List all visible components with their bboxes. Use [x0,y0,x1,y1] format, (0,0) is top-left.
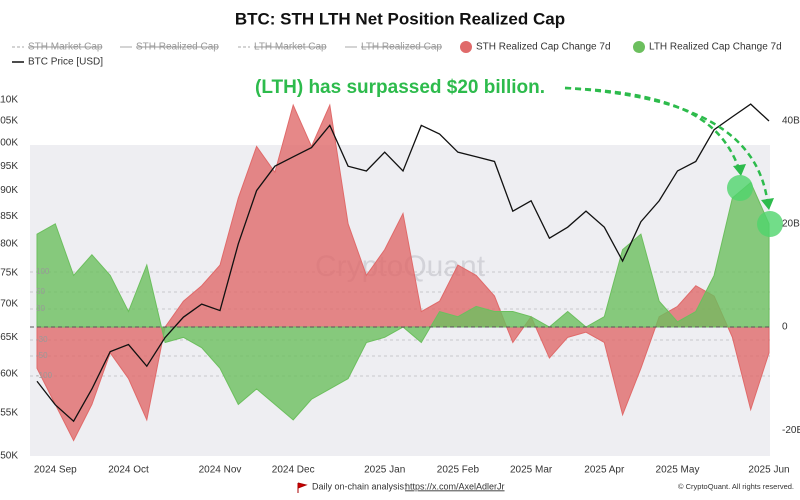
legend-icon [460,41,472,53]
legend-label: LTH Market Cap [254,42,327,53]
y-tick-label: 85K [0,211,18,222]
legend-label: LTH Realized Cap Change 7d [649,42,782,53]
y-tick-label: 55K [0,408,18,419]
legend-icon [633,41,645,53]
x-tick-label: 2025 Mar [510,465,553,476]
inner-label: 50 [36,287,45,296]
x-tick-label: 2025 Jun [748,465,789,476]
y-tick-label: 60K [0,368,18,379]
annotation: (LTH) has surpassed $20 billion. [255,77,545,98]
y-tick-label: 100K [0,138,18,149]
arrow [564,86,770,207]
y-tick-label: 50K [0,451,18,462]
copyright: © CryptoQuant. All rights reserved. [678,482,794,491]
highlight [757,211,783,237]
y2-tick-label: 0 [782,322,788,333]
x-tick-label: 2024 Sep [34,465,77,476]
x-tick-label: 2025 May [656,465,700,476]
legend-label: STH Realized Cap Change 7d [476,42,611,53]
chart-title: BTC: STH LTH Net Position Realized Cap [235,9,565,28]
x-tick-label: 2025 Apr [584,465,625,476]
inner-label: -100 [36,371,53,380]
x-tick-label: 2025 Jan [364,465,405,476]
y2-tick-label: 20B [782,218,800,229]
x-tick-label: 2024 Dec [272,465,315,476]
inner-label: 30 [36,304,45,313]
inner-label: 100 [36,267,50,276]
y2-tick-label: -20B [782,425,800,436]
y-tick-label: 95K [0,161,18,172]
y-tick-label: 65K [0,332,18,343]
area [36,103,770,442]
legend-label: LTH Realized Cap [361,42,442,53]
plot [30,103,770,442]
legend-label: STH Market Cap [28,42,103,53]
inner-label: -50 [36,351,48,360]
inner-label: -30 [36,335,48,344]
flag-icon [297,482,308,493]
legend-label: BTC Price [USD] [28,57,103,68]
highlight [727,175,753,201]
x-tick-label: 2024 Nov [199,465,242,476]
y-tick-label: 75K [0,268,18,279]
y-tick-label: 70K [0,299,18,310]
legend-label: STH Realized Cap [136,42,219,53]
y-tick-label: 105K [0,116,18,127]
x-tick-label: 2024 Oct [108,465,149,476]
y-tick-label: 110K [0,95,18,106]
footer-text: Daily on-chain analysis: [312,481,407,491]
y-tick-label: 80K [0,238,18,249]
y2-tick-label: 40B [782,115,800,126]
arrow-head [733,164,774,210]
x-tick-label: 2025 Feb [437,465,480,476]
y-tick-label: 90K [0,185,18,196]
price-line [36,103,770,423]
area [36,181,770,421]
footer-link[interactable]: https://x.com/AxelAdlerJr [405,481,505,491]
